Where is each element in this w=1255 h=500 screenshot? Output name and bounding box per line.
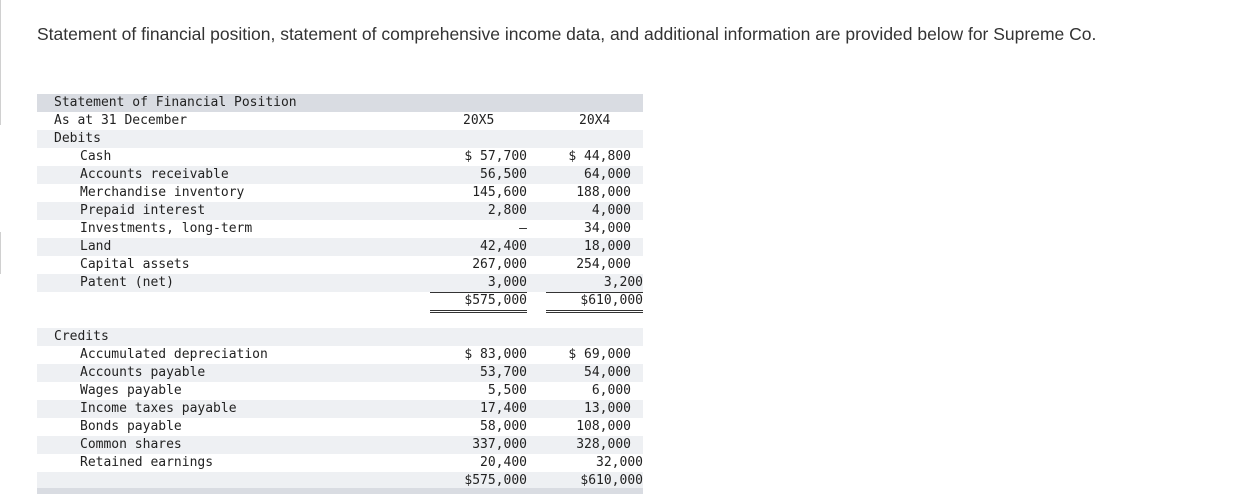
intro-paragraph: Statement of financial position, stateme… <box>37 24 1097 44</box>
table-row: Capital assets 267,000 254,000 <box>80 257 631 272</box>
table-title-row: Statement of Financial Position <box>37 94 643 112</box>
table-row: Accounts payable 53,700 54,000 <box>37 364 643 382</box>
table-row: Wages payable 5,500 6,000 <box>80 383 631 398</box>
table-row: Bonds payable 58,000 108,000 <box>80 419 631 434</box>
table-row: Common shares 337,000 328,000 <box>37 436 643 454</box>
total-row-debits: $575,000 $610,000 <box>37 292 643 313</box>
table-row: Patent (net) 3,000 3,200 <box>37 274 643 293</box>
table-row: Merchandise inventory 145,600 188,000 <box>80 185 631 200</box>
section-header-credits: Credits <box>37 328 643 346</box>
credits-total-20x4: $610,000 <box>580 473 643 488</box>
table-row: Retained earnings 20,400 32,000 <box>37 454 643 473</box>
table-row: Income taxes payable 17,400 13,000 <box>37 400 643 418</box>
left-edge-line-lower <box>0 232 1 274</box>
table-header-row: As at 31 December 20X5 20X4 <box>37 112 643 130</box>
debits-total-20x5: $575,000 <box>464 293 527 308</box>
column-header-20x5: 20X5 <box>463 113 495 128</box>
table-row: Cash $ 57,700 $ 44,800 <box>80 149 631 164</box>
financial-position-table: Statement of Financial Position As at 31… <box>37 94 643 493</box>
table-row: Prepaid interest 2,800 4,000 <box>37 202 643 220</box>
left-edge-line <box>0 0 1 125</box>
debits-total-20x4: $610,000 <box>580 293 643 308</box>
total-row-credits: $575,000 $610,000 <box>37 472 643 493</box>
table-row: Land 42,400 18,000 <box>37 238 643 256</box>
credits-total-20x5: $575,000 <box>464 473 527 488</box>
table-row: Accounts receivable 56,500 64,000 <box>37 166 643 184</box>
spacer <box>37 310 643 328</box>
table-row: Investments, long-term — 34,000 <box>80 221 631 236</box>
table-title: Statement of Financial Position <box>54 95 297 110</box>
table-subtitle: As at 31 December <box>54 113 188 128</box>
column-header-20x4: 20X4 <box>579 113 611 128</box>
section-header-debits: Debits <box>37 130 643 148</box>
table-row: Accumulated depreciation $ 83,000 $ 69,0… <box>80 347 631 362</box>
table-bottom-bar <box>37 488 643 494</box>
